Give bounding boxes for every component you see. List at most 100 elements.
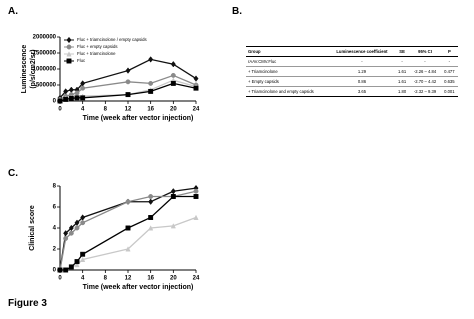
marker <box>63 236 69 241</box>
marker <box>193 194 199 199</box>
marker <box>68 86 74 94</box>
marker <box>193 85 199 91</box>
legend-label: Fluc + empty capsids <box>77 44 117 49</box>
y-tick-label: 2 <box>53 247 57 253</box>
y-tick-label: 1500000 <box>33 51 57 57</box>
marker <box>170 223 176 229</box>
table-cell: 1.61 <box>394 66 410 77</box>
table-cell: rAAV.CMV.Fluc <box>246 56 330 67</box>
marker <box>193 75 199 82</box>
marker <box>193 188 199 194</box>
y-tick-label: 6 <box>53 205 57 211</box>
marker <box>57 267 63 273</box>
legend-label: Fluc <box>77 58 86 63</box>
marker <box>125 92 131 98</box>
x-tick-label: 16 <box>147 107 154 113</box>
table-header-cell: 95% CI <box>409 46 441 57</box>
marker <box>80 251 86 257</box>
x-tick-label: 8 <box>104 107 108 113</box>
x-tick-label: 8 <box>104 276 108 282</box>
marker <box>125 79 131 85</box>
table-row: + Triamcinolone 1.29 1.61 -2.26 – 4.84 0.477 <box>246 66 458 77</box>
table-cell: - <box>329 56 395 67</box>
table-header-cell: Luminescence coefficient <box>329 46 395 57</box>
marker <box>148 194 154 199</box>
table-header-row: Group Luminescence coefficient SE 95% CI P <box>246 46 458 57</box>
marker <box>80 95 86 101</box>
table-cell: 0.477 <box>440 66 458 77</box>
legend-marker <box>66 58 72 64</box>
y-axis-label: Luminescence <box>21 45 28 94</box>
x-tick-label: 20 <box>170 107 177 113</box>
table-cell: - <box>409 56 441 67</box>
marker <box>148 198 154 205</box>
table-cell: 0.635 <box>440 76 458 87</box>
y-tick-label: 1000000 <box>33 67 57 73</box>
y-tick-label: 0 <box>53 268 57 274</box>
x-tick-label: 24 <box>193 276 200 282</box>
x-tick-label: 20 <box>170 276 177 282</box>
table-cell: 0.001 <box>440 86 458 97</box>
marker <box>68 95 74 101</box>
marker <box>170 194 176 199</box>
x-tick-label: 0 <box>58 107 62 113</box>
marker <box>80 85 86 91</box>
table-header-cell: P <box>440 46 458 57</box>
table-cell: - <box>440 56 458 67</box>
marker <box>170 60 176 68</box>
panel-label: C. <box>8 168 18 179</box>
legend-label: Fluc + triamcinolone <box>77 51 116 56</box>
marker <box>125 246 131 252</box>
marker <box>68 264 74 270</box>
marker <box>74 225 80 231</box>
x-axis-label: Time (week after vector injection) <box>83 284 194 291</box>
table-header-cell: Group <box>246 46 330 57</box>
series-line <box>60 195 196 271</box>
x-tick-label: 12 <box>125 276 132 282</box>
legend-marker <box>66 51 72 57</box>
marker <box>74 259 80 265</box>
marker <box>148 80 154 86</box>
marker <box>193 214 199 220</box>
marker <box>170 72 176 78</box>
marker <box>125 67 131 74</box>
table-cell: 1.29 <box>329 66 395 77</box>
y-axis-label: Clinical score <box>29 205 36 251</box>
marker <box>63 96 69 102</box>
x-tick-label: 12 <box>125 107 132 113</box>
table-cell: -2.32 – 9.39 <box>409 86 441 97</box>
table-cell: 0.86 <box>329 76 395 87</box>
marker <box>170 80 176 86</box>
marker <box>74 95 80 101</box>
marker <box>148 56 154 63</box>
table-cell: + Triamcinolone <box>246 66 330 77</box>
marker <box>170 188 176 195</box>
table-cell: - <box>394 56 410 67</box>
y-tick-label: 500000 <box>36 83 57 89</box>
marker <box>74 261 80 268</box>
marker <box>68 230 74 236</box>
legend-label: Fluc + triamcinolone / empty capsids <box>77 37 147 42</box>
table-cell: -2.70 – 4.42 <box>409 76 441 87</box>
table-cell: + Empty capsids <box>246 76 330 87</box>
marker <box>80 256 86 262</box>
marker <box>148 225 154 231</box>
table-cell: 1.61 <box>394 76 410 87</box>
x-tick-label: 24 <box>193 107 200 113</box>
table-cell: 3.65 <box>329 86 395 97</box>
table-header-cell: SE <box>394 46 410 57</box>
marker <box>63 267 69 273</box>
table-row: rAAV.CMV.Fluc - - - - <box>246 56 458 67</box>
legend-marker <box>66 44 72 50</box>
y-tick-label: 8 <box>53 184 57 190</box>
table-cell: 1.80 <box>394 86 410 97</box>
marker <box>148 215 154 220</box>
y-tick-label: 0 <box>53 99 57 105</box>
marker <box>74 90 80 96</box>
panel-label: A. <box>8 6 18 17</box>
y-axis-label: (p/s/cm2/sr) <box>30 49 37 88</box>
table-cell: -2.26 – 4.84 <box>409 66 441 77</box>
